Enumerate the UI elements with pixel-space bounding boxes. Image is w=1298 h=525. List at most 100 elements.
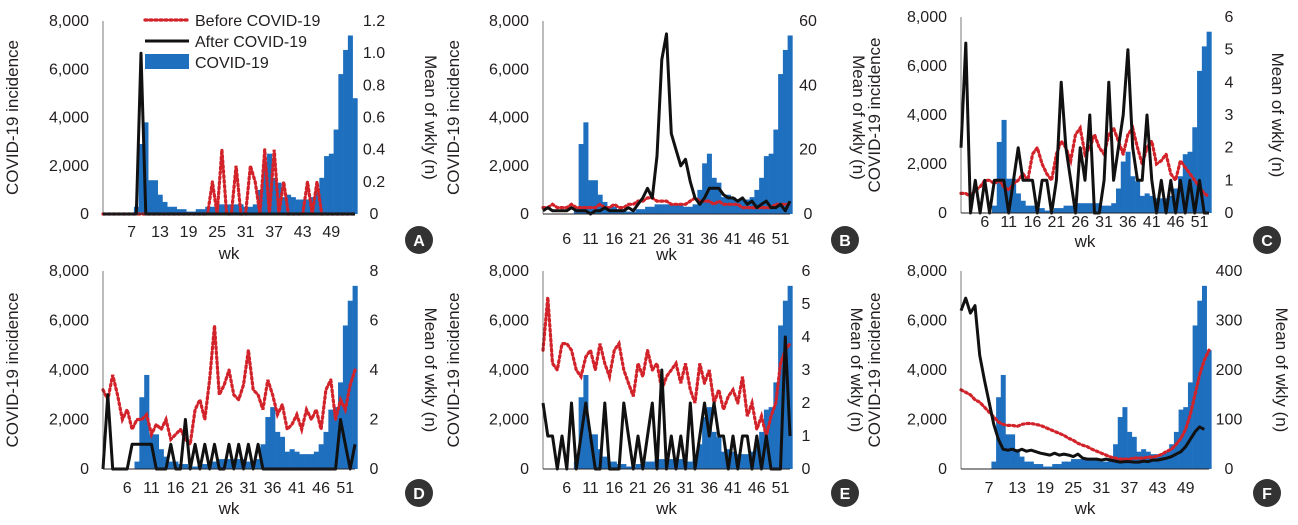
bar-covid19 bbox=[1094, 459, 1100, 469]
x-tick-label: 49 bbox=[1177, 480, 1195, 497]
bar-covid19 bbox=[583, 122, 589, 214]
bar-covid19 bbox=[1187, 382, 1193, 469]
bar-covid19 bbox=[583, 374, 589, 469]
bar-covid19 bbox=[236, 459, 242, 469]
y2-tick-label: 0 bbox=[1225, 205, 1234, 222]
y2-tick-label: 40 bbox=[799, 77, 817, 94]
x-tick-label: 6 bbox=[980, 214, 989, 231]
y-tick-label: 2,000 bbox=[489, 158, 529, 175]
x-tick-label: 16 bbox=[1024, 214, 1042, 231]
panel-badge bbox=[405, 226, 433, 254]
bar-covid19 bbox=[687, 461, 693, 469]
bar-covid19 bbox=[138, 144, 144, 214]
bar-covid19 bbox=[157, 194, 163, 214]
x-tick-label: 51 bbox=[1191, 214, 1209, 231]
bar-covid19 bbox=[711, 431, 717, 469]
x-tick-label: 37 bbox=[1121, 480, 1139, 497]
y2-tick-label: 8 bbox=[370, 263, 379, 280]
bar-covid19 bbox=[343, 49, 349, 215]
bar-covid19 bbox=[683, 206, 689, 214]
bar-covid19 bbox=[1011, 178, 1017, 213]
bar-covid19 bbox=[702, 417, 708, 469]
x-tick-label: 6 bbox=[562, 231, 571, 248]
y2-tick-label: 1 bbox=[802, 428, 811, 445]
bar-covid19 bbox=[740, 454, 746, 469]
bar-covid19 bbox=[171, 206, 177, 214]
y-tick-label: 2,000 bbox=[907, 156, 947, 173]
x-axis-label: wk bbox=[1074, 232, 1096, 251]
bar-covid19 bbox=[1192, 127, 1198, 213]
chart-panel-c: 0 2,000 4,000 6,000 8,000 0 1 2 3 4 5 6 6 11 16 21 26 31 3… bbox=[865, 9, 1287, 254]
y2-tick-label: 1.2 bbox=[363, 13, 385, 30]
bar-covid19 bbox=[744, 454, 750, 469]
y2-axis-label: Mean of wkly (n) bbox=[421, 55, 440, 180]
bar-covid19 bbox=[1127, 431, 1133, 469]
bar-covid19 bbox=[787, 285, 793, 469]
bar-covid19 bbox=[1108, 459, 1114, 469]
legend-label: Before COVID-19 bbox=[195, 13, 320, 30]
bar-covid19 bbox=[782, 49, 788, 215]
y-axis-label: COVID-19 incidence bbox=[444, 40, 463, 195]
x-tick-label: 41 bbox=[724, 231, 742, 248]
bar-covid19 bbox=[759, 431, 765, 469]
x-tick-label: 43 bbox=[1149, 480, 1167, 497]
bar-covid19 bbox=[202, 464, 208, 469]
bar-covid19 bbox=[1111, 203, 1117, 213]
x-tick-label: 31 bbox=[1095, 214, 1113, 231]
bar-covid19 bbox=[1117, 417, 1123, 469]
y-tick-label: 6,000 bbox=[49, 313, 89, 330]
x-tick-label: 31 bbox=[239, 480, 257, 497]
bar-covid19 bbox=[611, 461, 617, 469]
x-tick-label: 11 bbox=[582, 231, 599, 248]
x-axis-label: wk bbox=[218, 499, 240, 518]
bar-covid19 bbox=[1001, 119, 1007, 213]
bar-covid19 bbox=[716, 182, 722, 214]
bar-covid19 bbox=[1019, 456, 1025, 469]
bar-covid19 bbox=[668, 204, 674, 214]
bar-covid19 bbox=[212, 461, 218, 469]
y2-tick-label: 100 bbox=[1216, 412, 1243, 429]
x-axis-label: wk bbox=[1074, 499, 1096, 518]
y2-tick-label: 2 bbox=[802, 395, 811, 412]
x-axis-label: wk bbox=[218, 244, 240, 263]
bar-covid19 bbox=[592, 434, 598, 469]
bar-covid19 bbox=[181, 209, 187, 214]
y-tick-label: 8,000 bbox=[49, 263, 89, 280]
bar-covid19 bbox=[1056, 464, 1062, 469]
y2-tick-label: 20 bbox=[799, 142, 817, 159]
bar-covid19 bbox=[245, 461, 252, 469]
chart-panel-e: 0 2,000 4,000 6,000 8,000 0 1 2 3 4 5 6 6 11 16 21 26 31 3… bbox=[444, 263, 866, 518]
x-tick-label: 21 bbox=[629, 480, 647, 497]
bar-covid19 bbox=[735, 199, 741, 214]
bar-covid19 bbox=[592, 180, 598, 214]
bar-covid19 bbox=[313, 451, 319, 469]
bar-covid19 bbox=[139, 397, 145, 469]
bar-covid19 bbox=[271, 177, 277, 214]
bar-covid19 bbox=[148, 180, 154, 214]
y2-tick-label: 4 bbox=[802, 329, 811, 346]
x-tick-label: 25 bbox=[208, 224, 226, 241]
bar-covid19 bbox=[1068, 205, 1074, 213]
bar-covid19 bbox=[158, 449, 164, 469]
x-tick-label: 13 bbox=[151, 224, 169, 241]
panel-letter: D bbox=[413, 486, 425, 503]
x-tick-label: 31 bbox=[677, 480, 695, 497]
y-tick-label: 6,000 bbox=[489, 313, 529, 330]
y-tick-label: 2,000 bbox=[489, 412, 529, 429]
bar-covid19 bbox=[323, 431, 329, 469]
x-tick-label: 6 bbox=[123, 480, 132, 497]
panel-letter: C bbox=[1261, 233, 1273, 250]
bar-covid19 bbox=[1125, 151, 1131, 213]
bar-covid19 bbox=[176, 209, 182, 214]
x-tick-label: 21 bbox=[191, 480, 209, 497]
y-tick-label: 2,000 bbox=[907, 412, 947, 429]
bar-covid19 bbox=[284, 451, 290, 469]
panel-badge bbox=[405, 479, 433, 507]
panel-letter: A bbox=[413, 233, 425, 250]
panel-badge bbox=[1253, 226, 1281, 254]
bar-covid19 bbox=[787, 35, 793, 214]
x-tick-label: 13 bbox=[1008, 480, 1026, 497]
bar-covid19 bbox=[226, 459, 232, 469]
bar-covid19 bbox=[1024, 461, 1030, 469]
panel-badge bbox=[1253, 479, 1281, 507]
